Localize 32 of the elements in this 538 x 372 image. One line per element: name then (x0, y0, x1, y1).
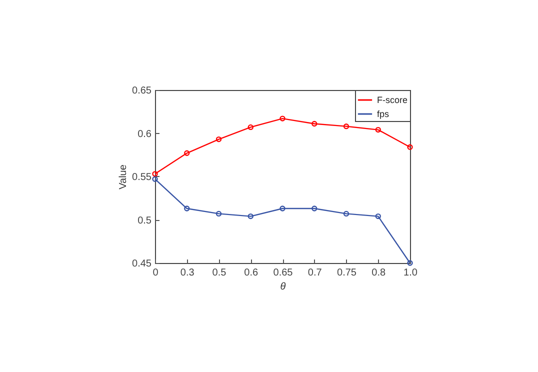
point (312, 120, 318, 127)
y-tick-label: 0.55 (132, 172, 152, 183)
point (375, 213, 381, 220)
x-tick-label: 0.7 (308, 268, 322, 278)
point (343, 210, 350, 217)
point (216, 136, 222, 142)
y-axis-title: Value (118, 164, 130, 190)
point (312, 206, 318, 212)
x-tick-label: 0.5 (212, 268, 227, 278)
y-tick-label: 0.65 (132, 86, 152, 96)
x-tick-label: 0 (152, 268, 159, 278)
point (216, 210, 222, 217)
y-tick-label: 0.45 (132, 258, 152, 270)
point (280, 206, 286, 212)
point (343, 124, 350, 130)
legend-label: F-score (377, 95, 408, 105)
point (184, 150, 190, 156)
x-tick-label: 1.0 (404, 268, 418, 278)
y-tick-label: 0.5 (138, 215, 152, 226)
point (375, 126, 381, 133)
legend-label: fps (377, 109, 390, 119)
x-tick-label: 0.8 (372, 268, 386, 278)
point (248, 213, 254, 220)
x-tick-label: 0.65 (273, 268, 294, 278)
x-tick-label: 0.3 (180, 268, 195, 278)
x-tick-label: 0.6 (244, 268, 259, 278)
y-tick-label: 0.6 (138, 128, 152, 140)
point (184, 206, 190, 212)
x-tick-label: 0.75 (337, 268, 357, 278)
x-axis-title: θ (280, 282, 286, 292)
point (248, 124, 254, 130)
point (280, 116, 286, 122)
